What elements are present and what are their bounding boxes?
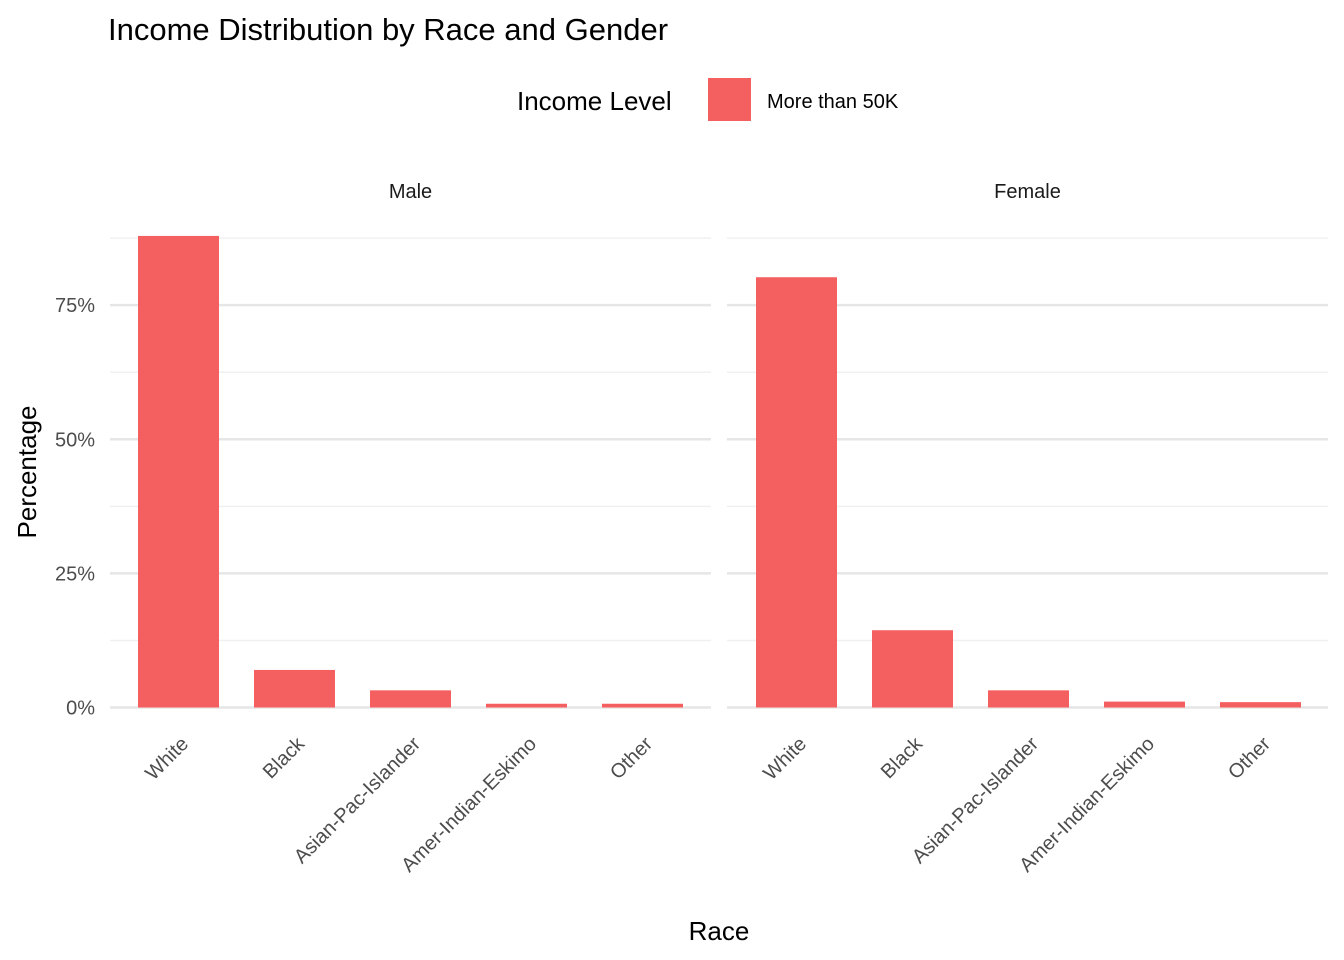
- bar: [872, 630, 953, 708]
- legend-title: Income Level: [517, 86, 672, 116]
- bar: [988, 690, 1069, 708]
- y-tick-label: 0%: [66, 698, 95, 720]
- bar: [1104, 701, 1185, 708]
- bar: [370, 690, 451, 708]
- bar: [602, 703, 683, 708]
- x-tick-label: Black: [259, 732, 310, 783]
- x-tick-label: Asian-Pac-Islander: [290, 733, 425, 868]
- legend-swatch: [708, 78, 751, 121]
- legend-label: More than 50K: [767, 91, 899, 113]
- y-tick-label: 50%: [55, 429, 95, 451]
- x-tick-label: Asian-Pac-Islander: [908, 733, 1043, 868]
- bar: [254, 669, 335, 708]
- x-tick-label: Black: [877, 732, 928, 783]
- facet-label: Male: [389, 181, 432, 203]
- y-axis-label: Percentage: [12, 406, 42, 539]
- x-tick-label: White: [141, 733, 193, 785]
- x-tick-label: Other: [1224, 733, 1275, 784]
- bar: [756, 277, 837, 708]
- y-tick-label: 25%: [55, 563, 95, 585]
- y-tick-label: 75%: [55, 295, 95, 317]
- x-axis-label: Race: [689, 916, 750, 946]
- bar: [138, 235, 219, 708]
- legend: Income Level More than 50K: [517, 78, 899, 121]
- facet-label: Female: [994, 181, 1061, 203]
- bar: [486, 703, 567, 708]
- chart-title: Income Distribution by Race and Gender: [108, 12, 668, 47]
- bar: [1220, 702, 1301, 708]
- x-tick-label: White: [759, 733, 811, 785]
- x-tick-label: Other: [606, 733, 657, 784]
